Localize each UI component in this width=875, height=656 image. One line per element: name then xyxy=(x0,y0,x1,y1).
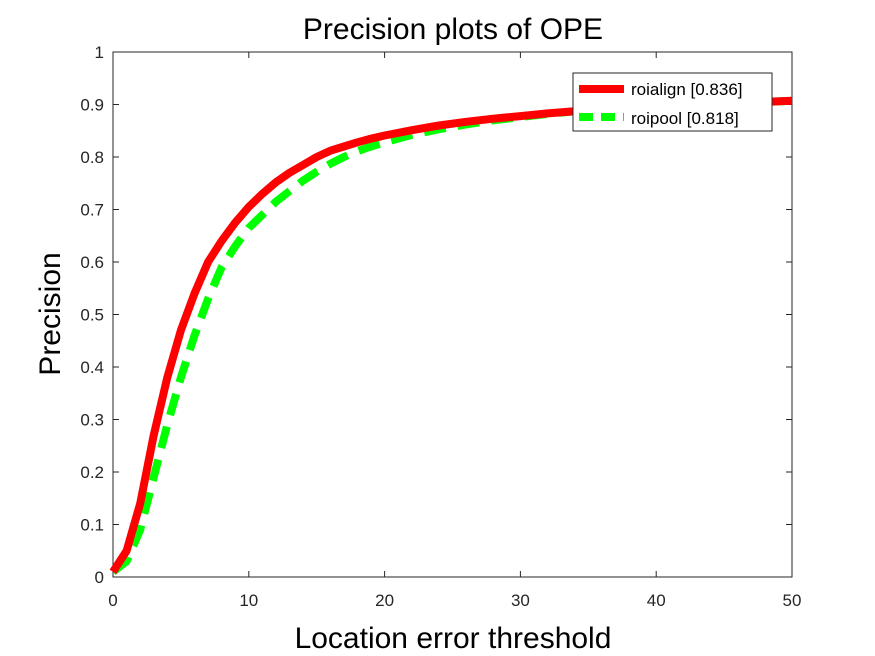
x-tick-label: 0 xyxy=(108,591,117,610)
y-tick-label: 0 xyxy=(95,568,104,587)
y-tick-label: 0.1 xyxy=(80,516,104,535)
y-axis-label: Precision xyxy=(34,252,67,375)
legend-label-roialign: roialign [0.836] xyxy=(631,80,743,99)
x-tick-label: 40 xyxy=(647,591,666,610)
chart-title: Precision plots of OPE xyxy=(303,13,603,46)
x-axis-label: Location error threshold xyxy=(295,622,612,655)
plot-area xyxy=(112,51,793,578)
y-tick-label: 0.3 xyxy=(80,411,104,430)
y-tick-label: 0.9 xyxy=(80,96,104,115)
y-tick-label: 0.5 xyxy=(80,306,104,325)
y-tick-label: 0.6 xyxy=(80,253,104,272)
y-tick-label: 0.2 xyxy=(80,463,104,482)
x-tick-label: 20 xyxy=(375,591,394,610)
y-axis: 0 0.1 0.2 0.3 0.4 0.5 0.6 0.7 0.8 0.9 1 xyxy=(80,43,792,587)
legend-label-roipool: roipool [0.818] xyxy=(631,109,739,128)
y-tick-label: 0.8 xyxy=(80,148,104,167)
x-tick-label: 50 xyxy=(783,591,802,610)
legend: roialign [0.836] roipool [0.818] xyxy=(572,72,773,132)
y-tick-label: 0.7 xyxy=(80,201,104,220)
x-tick-label: 30 xyxy=(511,591,530,610)
y-tick-label: 1 xyxy=(95,43,104,62)
x-axis: 0 10 20 30 40 50 xyxy=(108,52,801,610)
x-tick-label: 10 xyxy=(239,591,258,610)
y-tick-label: 0.4 xyxy=(80,358,104,377)
legend-box xyxy=(572,72,773,132)
